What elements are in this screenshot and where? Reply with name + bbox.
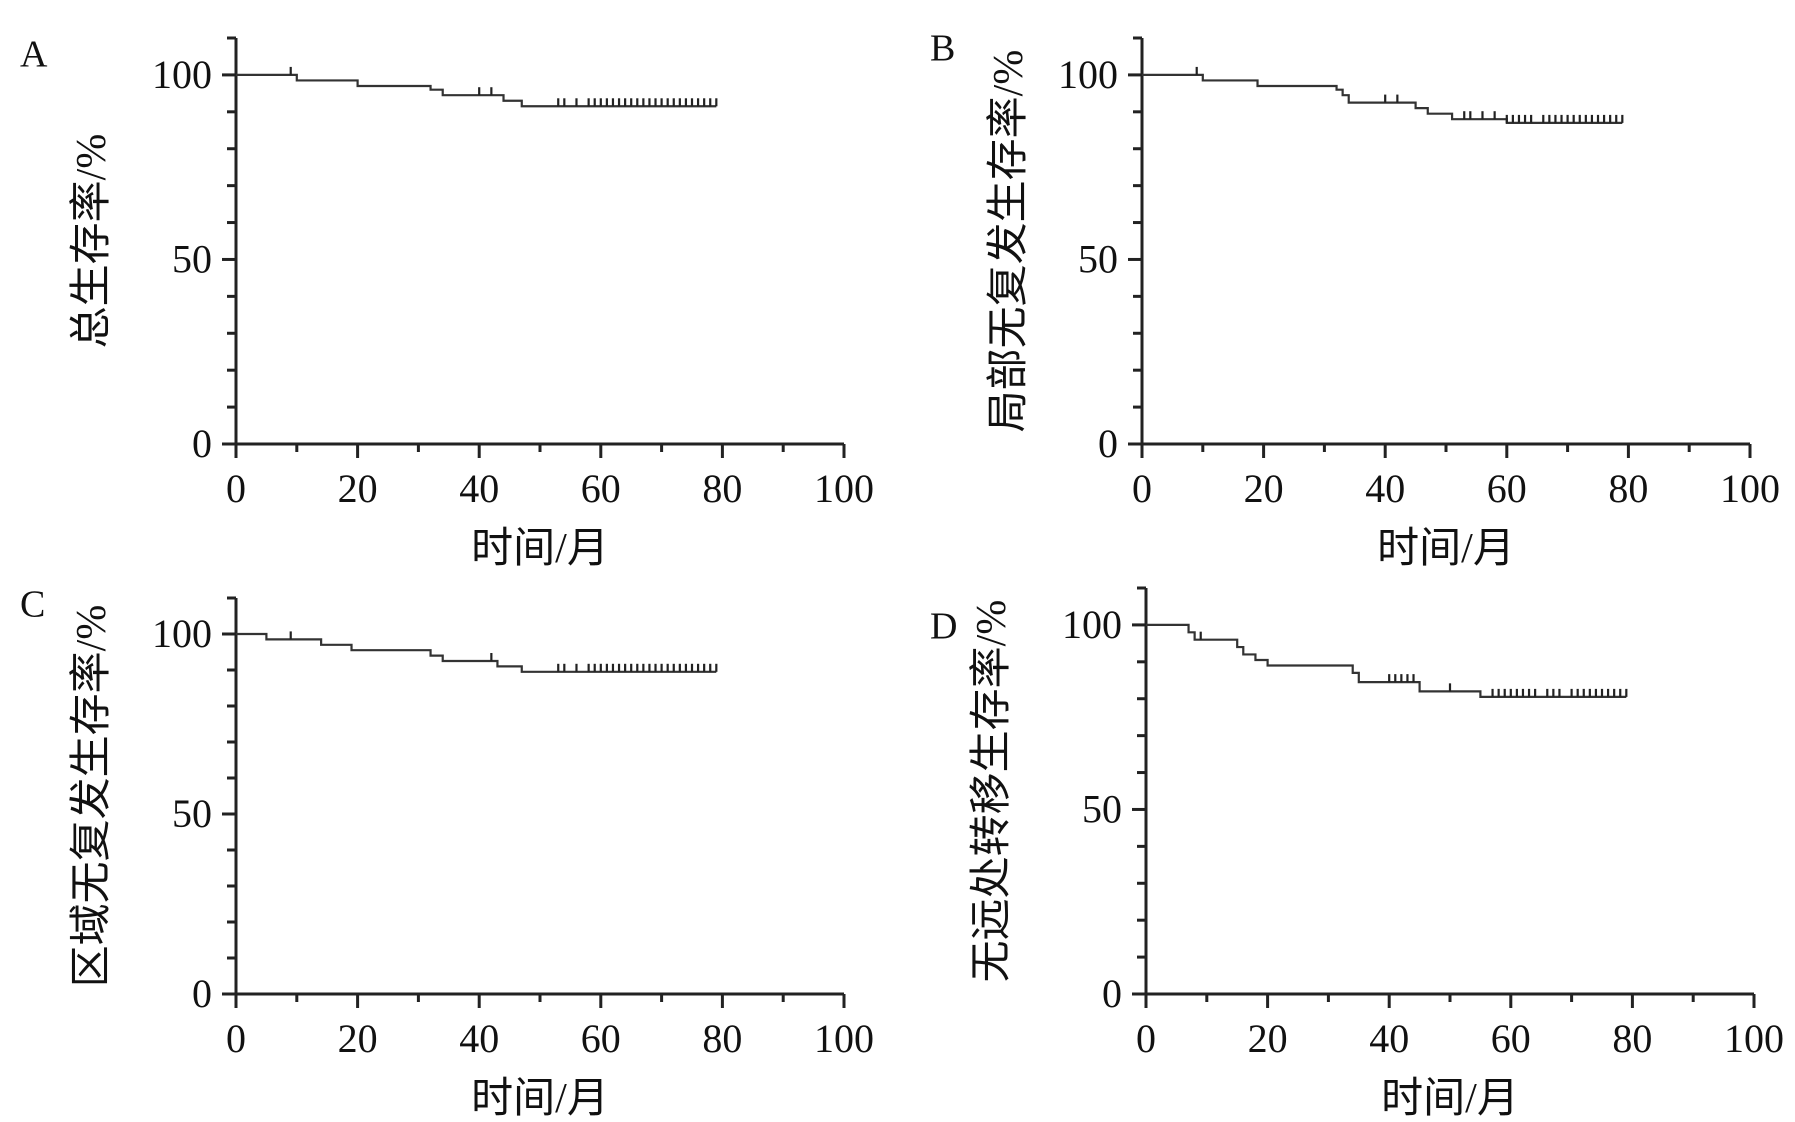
x-axis-title: 时间/月 [1381,1076,1519,1122]
y-tick-label: 50 [1082,786,1122,831]
x-tick-label: 40 [1365,466,1405,511]
x-tick-label: 100 [1724,1016,1784,1061]
panel-c: C 0 20 40 60 80 100 0 50 100 时间/月 区域无复发生存率/% [20,583,874,1122]
y-axis-title: 无远处转移生存率/% [968,600,1015,983]
y-axis-title: 局部无复发生存率/% [985,50,1032,433]
y-tick-label: 0 [192,421,212,466]
x-tick-label: 0 [1136,1016,1156,1061]
panel-letter: A [20,33,48,75]
survival-curve [1146,623,1627,698]
x-tick-label: 60 [1491,1016,1531,1061]
x-tick-label: 100 [814,1016,874,1061]
x-axis-title: 时间/月 [471,1076,609,1122]
y-tick-label: 100 [1058,52,1118,97]
y-tick-label: 0 [1102,971,1122,1016]
x-axis-title: 时间/月 [1377,526,1515,572]
survival-curve [1142,73,1623,124]
x-tick-label: 0 [226,1016,246,1061]
x-tick-label: 80 [702,1016,742,1061]
y-axis-title: 区域无复发生存率/% [68,605,115,988]
panel-letter: C [20,583,45,625]
x-tick-label: 20 [1248,1016,1288,1061]
y-axis-title: 总生存率/% [68,134,115,349]
x-axis-title: 时间/月 [471,526,609,572]
y-tick-label: 50 [172,236,212,281]
x-tick-label: 0 [1132,466,1152,511]
y-tick-label: 100 [152,611,212,656]
panel-letter: B [930,27,955,69]
x-tick-label: 20 [1244,466,1284,511]
panel-b: B 0 20 40 60 80 100 0 50 100 时间/月 局部无复发生存率/% [930,27,1780,572]
x-tick-label: 60 [581,1016,621,1061]
x-tick-label: 20 [338,466,378,511]
x-tick-label: 40 [459,1016,499,1061]
x-tick-label: 80 [702,466,742,511]
panel-a: A 0 20 40 60 80 100 0 50 100 时间/月 总生存率/% [20,33,874,572]
x-tick-label: 80 [1612,1016,1652,1061]
y-tick-label: 100 [1062,602,1122,647]
panel-letter: D [930,605,957,647]
y-tick-label: 50 [172,791,212,836]
x-tick-label: 60 [581,466,621,511]
x-tick-label: 40 [1369,1016,1409,1061]
survival-curve [236,73,717,108]
survival-curve [236,632,717,673]
x-tick-label: 100 [1720,466,1780,511]
x-tick-label: 40 [459,466,499,511]
x-tick-label: 80 [1608,466,1648,511]
y-tick-label: 100 [152,52,212,97]
x-tick-label: 0 [226,466,246,511]
y-tick-label: 50 [1078,236,1118,281]
y-tick-label: 0 [192,971,212,1016]
y-tick-label: 0 [1098,421,1118,466]
x-tick-label: 100 [814,466,874,511]
x-tick-label: 60 [1487,466,1527,511]
panel-d: D 0 20 40 60 80 100 0 50 100 时间/月 无远处转移生存率/% [930,586,1784,1122]
x-tick-label: 20 [338,1016,378,1061]
